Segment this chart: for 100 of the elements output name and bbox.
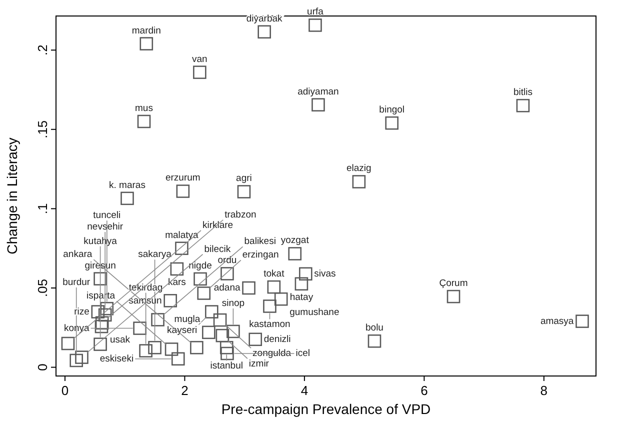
- annotation: elazig: [346, 163, 372, 174]
- point: [61, 336, 75, 350]
- annotation: zongulda: [252, 348, 292, 360]
- annotation: istanbul: [210, 360, 243, 372]
- point: [120, 192, 134, 206]
- point: [312, 98, 325, 112]
- point: [308, 18, 322, 32]
- annotation: yozgat: [280, 235, 310, 246]
- point: [100, 302, 114, 316]
- point: [137, 114, 151, 128]
- point: [197, 286, 211, 300]
- annotation: sivas: [314, 268, 336, 280]
- point: [164, 294, 177, 308]
- annotation: erzingan: [242, 250, 279, 261]
- x-tick-label: 0: [61, 383, 69, 398]
- point: [385, 116, 399, 130]
- annotation: urfa: [307, 6, 324, 18]
- point: [91, 305, 105, 318]
- point: [151, 313, 164, 326]
- point: [576, 314, 589, 328]
- annotation: nigde: [188, 260, 212, 272]
- annotation: mardin: [132, 25, 161, 36]
- annotation: bilecik: [204, 244, 231, 255]
- point: [220, 346, 234, 360]
- x-axis-title: Pre-campaign Prevalence of VPD: [221, 401, 431, 417]
- y-tick-label: .2: [35, 44, 50, 56]
- point: [516, 98, 530, 112]
- annotation: kastamon: [249, 319, 290, 330]
- point: [175, 242, 188, 255]
- annotation: kutahya: [84, 236, 118, 247]
- annotation: nevsehir: [87, 221, 124, 232]
- annotation: bitlis: [513, 87, 533, 98]
- annotation: gumushane: [290, 307, 340, 318]
- annotation: malatya: [165, 230, 200, 241]
- annotation: diyarbak: [246, 13, 283, 24]
- point: [294, 277, 308, 291]
- point: [94, 338, 107, 351]
- annotation: adana: [214, 282, 241, 294]
- point: [140, 37, 154, 50]
- annotation: eskiseki: [100, 354, 134, 365]
- point: [94, 272, 107, 286]
- point: [171, 352, 185, 366]
- annotation: adiyaman: [298, 86, 339, 98]
- point: [98, 308, 112, 322]
- point: [220, 340, 234, 354]
- point: [75, 350, 88, 364]
- point: [133, 322, 146, 335]
- point: [94, 320, 108, 334]
- annotation: bolu: [366, 322, 384, 334]
- annotation: icel: [296, 348, 310, 360]
- point: [164, 342, 178, 356]
- x-tick-label: 6: [420, 383, 428, 398]
- point: [288, 247, 302, 260]
- y-axis-title: Change in Literacy: [4, 138, 20, 254]
- annotation: ordu: [218, 255, 237, 266]
- point: [352, 175, 366, 188]
- annotation: erzurum: [165, 172, 200, 184]
- point: [242, 281, 256, 295]
- annotation: agri: [236, 173, 252, 184]
- point: [220, 267, 234, 280]
- point: [237, 185, 251, 198]
- y-tick-label: .05: [35, 278, 50, 298]
- point: [274, 292, 288, 306]
- annotation: kayseri: [167, 324, 198, 336]
- point: [213, 313, 227, 327]
- point: [194, 272, 207, 286]
- annotation: sakarya: [138, 249, 172, 260]
- x-tick-label: 2: [181, 383, 188, 398]
- point: [148, 340, 162, 354]
- x-tick-label: 4: [300, 383, 308, 398]
- annotation: sinop: [222, 298, 245, 309]
- annotation: giresun: [84, 260, 116, 272]
- annotation: tokat: [264, 268, 285, 280]
- annotation: hatay: [290, 292, 314, 303]
- annotation: usak: [110, 334, 130, 346]
- annotation: izmir: [248, 358, 269, 370]
- annotation: bingol: [379, 104, 405, 116]
- point: [95, 316, 109, 330]
- point: [202, 326, 216, 340]
- point: [193, 66, 206, 79]
- annotation: Çorum: [439, 278, 468, 290]
- point: [226, 324, 240, 338]
- annotation: konya: [64, 323, 90, 334]
- point: [216, 328, 230, 342]
- point: [170, 262, 184, 276]
- annotation: mus: [135, 102, 154, 114]
- y-tick-label: .15: [35, 120, 50, 138]
- annotation: tunceli: [93, 210, 121, 222]
- x-tick-label: 8: [540, 383, 548, 398]
- annotation: mugla: [174, 314, 201, 325]
- point: [298, 267, 312, 281]
- point: [139, 344, 152, 358]
- point: [70, 354, 84, 368]
- annotation: denizli: [264, 334, 291, 346]
- point: [368, 334, 382, 348]
- point: [205, 305, 218, 318]
- annotation: isparta: [86, 290, 116, 302]
- annotation: van: [192, 54, 208, 65]
- point: [190, 340, 204, 354]
- annotation: balikesi: [244, 236, 276, 248]
